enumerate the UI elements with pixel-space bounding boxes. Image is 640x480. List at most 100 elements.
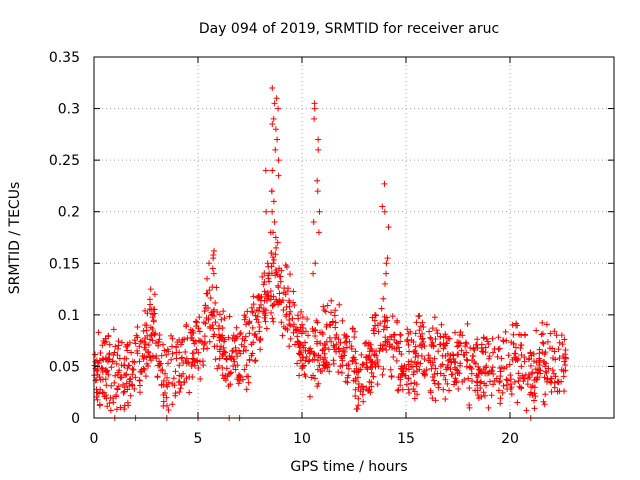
data-point bbox=[555, 346, 562, 353]
data-point bbox=[385, 224, 392, 231]
data-point bbox=[561, 388, 568, 395]
data-point bbox=[376, 347, 383, 354]
data-point bbox=[394, 387, 401, 394]
data-point bbox=[500, 337, 507, 344]
data-point bbox=[192, 338, 199, 345]
data-point bbox=[290, 321, 297, 328]
y-axis-title: SRMTID / TECUs bbox=[7, 182, 23, 295]
data-point bbox=[266, 270, 273, 277]
data-point bbox=[275, 105, 282, 112]
data-point bbox=[442, 331, 449, 338]
data-point bbox=[160, 392, 167, 399]
data-point bbox=[110, 326, 117, 333]
data-point bbox=[440, 334, 447, 341]
data-point bbox=[190, 356, 197, 363]
data-point bbox=[469, 378, 476, 385]
data-point bbox=[180, 370, 187, 377]
data-point bbox=[232, 366, 239, 373]
data-point bbox=[224, 373, 231, 380]
data-point bbox=[447, 366, 454, 373]
data-point bbox=[265, 275, 272, 282]
data-point bbox=[115, 338, 122, 345]
data-point bbox=[120, 362, 127, 369]
data-point bbox=[230, 363, 237, 370]
data-point bbox=[440, 386, 447, 393]
data-point bbox=[109, 358, 116, 365]
data-point bbox=[172, 392, 179, 399]
data-point bbox=[197, 375, 204, 382]
data-point bbox=[299, 314, 306, 321]
data-point bbox=[208, 309, 215, 316]
data-point bbox=[532, 393, 539, 400]
data-point bbox=[191, 359, 198, 366]
data-point bbox=[310, 328, 317, 335]
data-point bbox=[178, 355, 185, 362]
data-point bbox=[244, 308, 251, 315]
data-point bbox=[269, 208, 276, 215]
data-point bbox=[142, 373, 149, 380]
data-point bbox=[211, 247, 218, 254]
data-point bbox=[105, 332, 112, 339]
data-point bbox=[203, 315, 210, 322]
data-point bbox=[531, 405, 538, 412]
data-point bbox=[129, 358, 136, 365]
data-point bbox=[207, 295, 214, 302]
data-point bbox=[327, 322, 334, 329]
y-tick-label: 0.25 bbox=[49, 153, 80, 169]
data-point bbox=[113, 360, 120, 367]
data-point bbox=[299, 329, 305, 336]
data-point bbox=[193, 318, 200, 325]
data-point bbox=[355, 381, 362, 388]
data-point bbox=[496, 345, 503, 352]
data-point bbox=[523, 407, 530, 414]
data-point bbox=[363, 364, 370, 371]
data-point bbox=[410, 338, 417, 345]
data-point bbox=[294, 360, 301, 367]
data-point bbox=[186, 373, 193, 380]
data-point bbox=[336, 301, 343, 308]
data-point bbox=[301, 339, 308, 346]
data-point bbox=[421, 371, 428, 378]
data-point bbox=[312, 333, 319, 340]
data-point bbox=[374, 381, 381, 388]
data-point bbox=[226, 352, 233, 359]
data-point bbox=[559, 341, 566, 348]
data-point bbox=[538, 331, 545, 338]
data-point bbox=[162, 370, 169, 377]
data-point bbox=[232, 344, 239, 351]
data-point bbox=[139, 353, 146, 360]
data-point bbox=[551, 348, 558, 355]
data-point bbox=[478, 393, 485, 400]
data-point bbox=[165, 407, 172, 414]
data-point bbox=[320, 303, 327, 310]
data-point bbox=[319, 329, 326, 336]
data-point bbox=[480, 334, 487, 341]
data-point bbox=[515, 370, 522, 377]
data-point bbox=[209, 283, 216, 290]
data-point bbox=[340, 352, 347, 359]
data-series-srmtid bbox=[91, 84, 569, 421]
data-point bbox=[527, 362, 534, 369]
data-point bbox=[434, 370, 441, 377]
data-point bbox=[498, 355, 505, 362]
data-point bbox=[500, 382, 507, 389]
data-point bbox=[455, 385, 462, 392]
data-point bbox=[518, 384, 525, 391]
data-point bbox=[351, 368, 358, 375]
data-point bbox=[147, 324, 154, 331]
data-point bbox=[368, 369, 375, 376]
data-point bbox=[98, 364, 105, 371]
data-point bbox=[405, 330, 412, 337]
data-point bbox=[172, 368, 179, 375]
data-point bbox=[275, 284, 282, 291]
data-point bbox=[480, 389, 487, 396]
data-point bbox=[503, 337, 510, 344]
data-point bbox=[357, 388, 364, 395]
data-point bbox=[338, 369, 345, 376]
data-point bbox=[121, 406, 128, 413]
data-point bbox=[447, 352, 454, 359]
data-point bbox=[454, 339, 461, 346]
data-point bbox=[161, 347, 168, 354]
data-point bbox=[490, 381, 497, 388]
data-point bbox=[308, 374, 315, 381]
